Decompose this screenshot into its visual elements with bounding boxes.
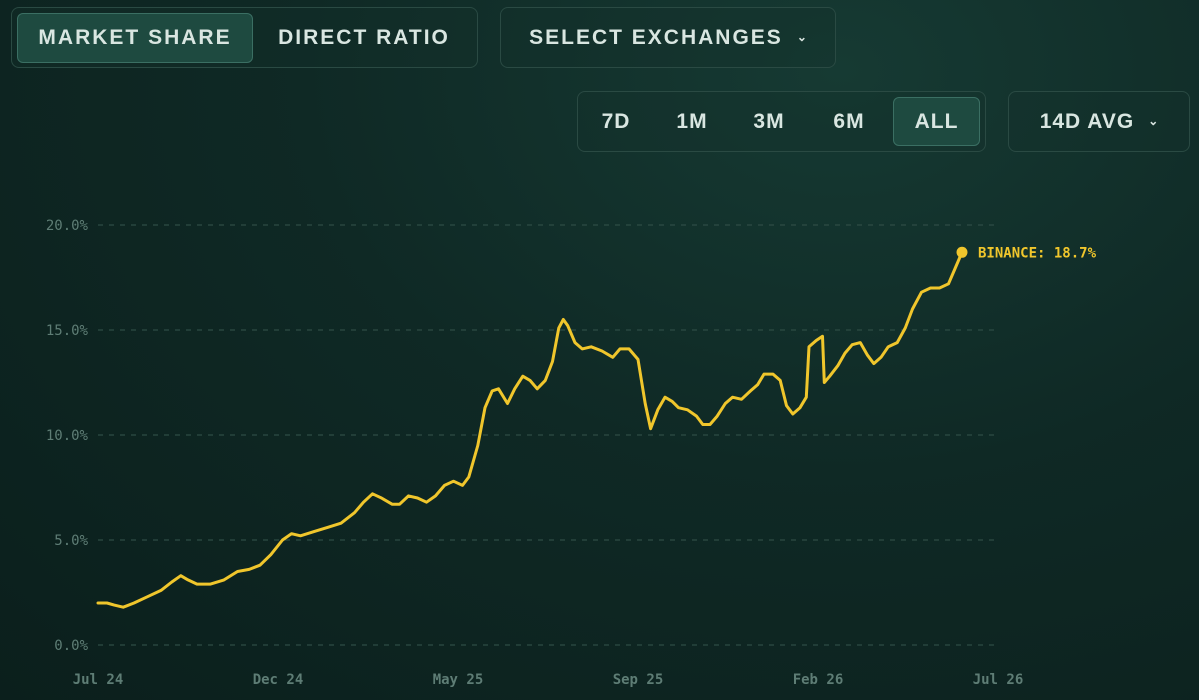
chart-grid — [98, 224, 1000, 646]
chevron-down-icon: ⌄ — [796, 30, 807, 44]
x-axis-ticks: Jul 24 Dec 24 May 25 Sep 25 Feb 26 Jul 26 — [73, 672, 1024, 688]
x-tick-label: Jul 24 — [73, 672, 124, 688]
x-tick-label: Sep 25 — [613, 672, 664, 688]
series-end-marker: BINANCE: 18.7% — [956, 245, 1097, 261]
series-end-label: BINANCE: 18.7% — [978, 245, 1097, 261]
y-tick-label: 20.0% — [46, 218, 89, 234]
select-exchanges-label: SELECT EXCHANGES — [529, 26, 783, 49]
select-exchanges-dropdown[interactable]: SELECT EXCHANGES ⌄ — [506, 13, 830, 63]
chevron-down-icon: ⌄ — [1148, 113, 1159, 128]
y-tick-label: 5.0% — [54, 533, 88, 549]
series-end-dot — [956, 246, 968, 258]
y-tick-label: 15.0% — [46, 323, 89, 339]
avg-select-group — [1008, 91, 1190, 152]
range-all-button[interactable]: ALL — [893, 97, 980, 146]
x-tick-label: Jul 26 — [973, 672, 1024, 688]
y-tick-label: 10.0% — [46, 428, 89, 444]
x-tick-label: Feb 26 — [793, 672, 844, 688]
x-tick-label: May 25 — [433, 672, 484, 688]
avg-select-label: 14D AVG — [1039, 109, 1135, 133]
range-1m-button[interactable]: 1M — [676, 109, 708, 133]
series-line-binance — [96, 250, 964, 609]
x-tick-label: Dec 24 — [253, 672, 304, 688]
market-share-tab[interactable]: MARKET SHARE — [17, 13, 253, 63]
chart-series — [96, 250, 964, 609]
exchange-select-group — [500, 7, 836, 68]
range-3m-button[interactable]: 3M — [753, 109, 785, 133]
y-tick-label: 0.0% — [54, 638, 88, 654]
avg-select-dropdown[interactable]: 14D AVG ⌄ — [1014, 97, 1184, 146]
range-6m-button[interactable]: 6M — [833, 109, 865, 133]
direct-ratio-tab[interactable]: DIRECT RATIO — [278, 26, 450, 49]
y-axis-ticks: 0.0% 5.0% 10.0% 15.0% 20.0% — [46, 218, 89, 654]
range-7d-button[interactable]: 7D — [601, 109, 631, 133]
